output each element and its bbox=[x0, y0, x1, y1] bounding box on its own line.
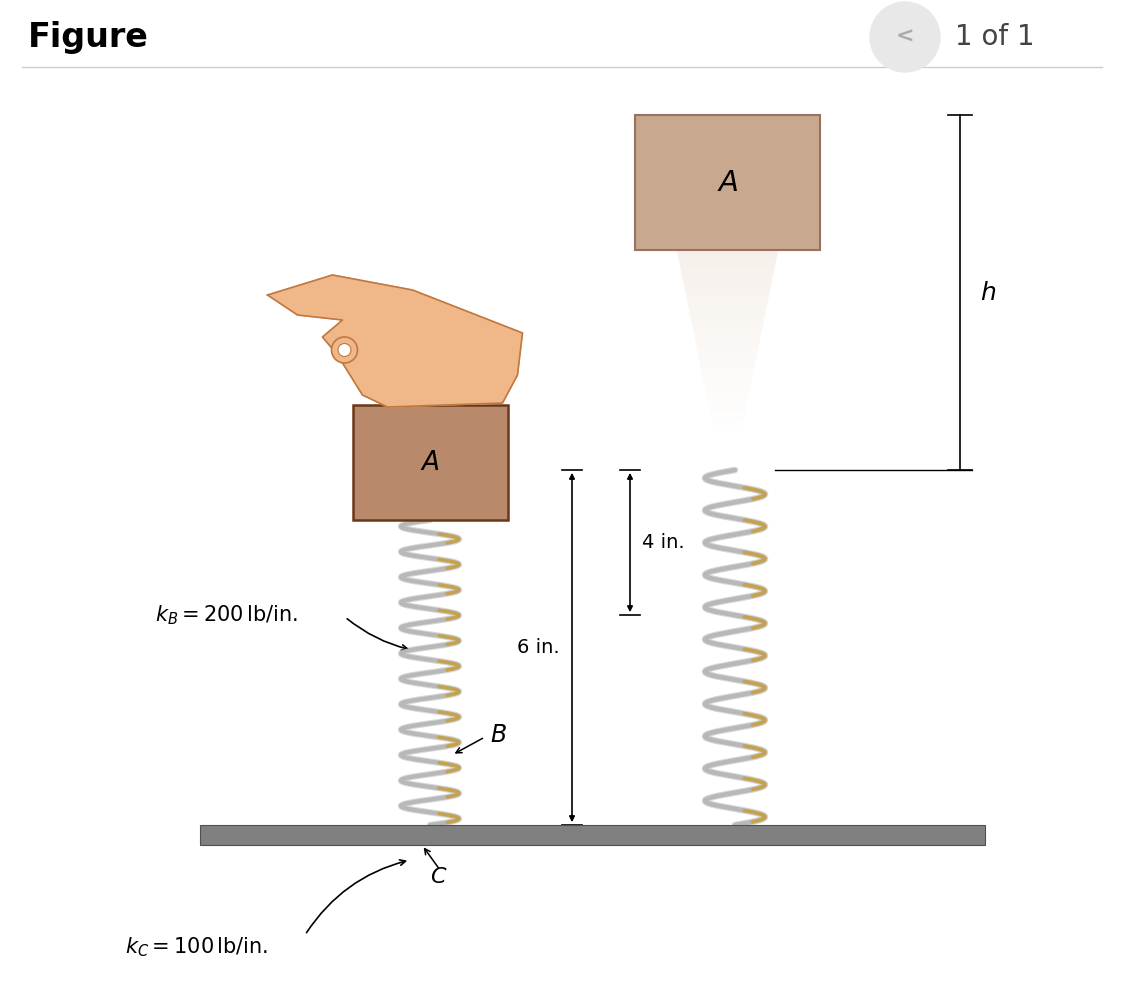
Text: $C$: $C$ bbox=[430, 867, 447, 887]
Text: 1 of 1: 1 of 1 bbox=[955, 23, 1034, 51]
Circle shape bbox=[332, 337, 357, 363]
Text: $h$: $h$ bbox=[980, 280, 996, 305]
Polygon shape bbox=[268, 275, 523, 407]
Bar bbox=[200, 825, 985, 845]
Polygon shape bbox=[700, 367, 754, 376]
Polygon shape bbox=[677, 250, 779, 259]
Bar bbox=[353, 405, 508, 520]
Text: Figure: Figure bbox=[28, 20, 148, 53]
Polygon shape bbox=[702, 376, 752, 385]
Polygon shape bbox=[686, 295, 769, 304]
Circle shape bbox=[338, 344, 351, 357]
Text: $A$: $A$ bbox=[420, 449, 439, 475]
Polygon shape bbox=[699, 358, 756, 367]
Text: 6 in.: 6 in. bbox=[517, 638, 560, 657]
Polygon shape bbox=[679, 259, 777, 268]
Polygon shape bbox=[694, 331, 762, 340]
Polygon shape bbox=[680, 268, 774, 277]
Text: $A$: $A$ bbox=[717, 169, 738, 197]
Polygon shape bbox=[691, 322, 763, 331]
Circle shape bbox=[870, 2, 940, 72]
Text: <: < bbox=[896, 27, 914, 47]
Polygon shape bbox=[697, 349, 758, 358]
Polygon shape bbox=[682, 277, 773, 286]
Text: $k_C = 100\,\mathrm{lb/in.}$: $k_C = 100\,\mathrm{lb/in.}$ bbox=[125, 936, 269, 959]
Polygon shape bbox=[685, 286, 771, 295]
Text: $B$: $B$ bbox=[490, 723, 507, 747]
Bar bbox=[635, 115, 821, 250]
Text: $k_B = 200\,\mathrm{lb/in.}$: $k_B = 200\,\mathrm{lb/in.}$ bbox=[155, 603, 298, 627]
Polygon shape bbox=[688, 304, 768, 313]
Polygon shape bbox=[690, 313, 765, 322]
Text: 4 in.: 4 in. bbox=[642, 533, 685, 552]
Polygon shape bbox=[695, 340, 760, 349]
